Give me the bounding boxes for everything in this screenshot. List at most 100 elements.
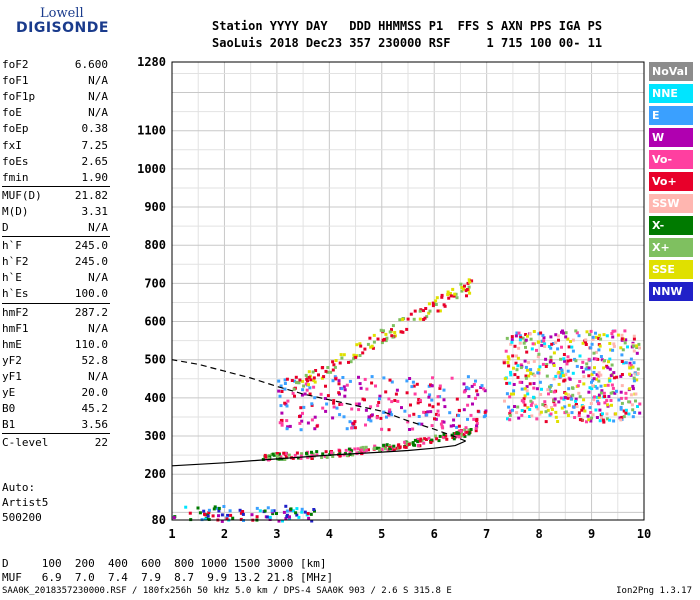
echo-point: [207, 508, 211, 512]
echo-point: [562, 357, 566, 361]
echo-point: [474, 427, 478, 430]
echo-point: [337, 382, 341, 386]
param-value: 22: [94, 436, 108, 450]
legend-item-w: W: [649, 128, 693, 147]
software-version: Ion2Png 1.3.17: [616, 586, 692, 596]
echo-point: [541, 333, 545, 337]
echo-point: [581, 370, 585, 374]
echo-point: [470, 279, 474, 283]
y-tick-label: 900: [144, 200, 166, 214]
legend-item-x: X-: [649, 216, 693, 235]
param-separator: [2, 302, 110, 304]
param-value: 3.31: [81, 204, 109, 218]
echo-point: [619, 418, 623, 422]
echo-point: [590, 342, 594, 346]
echo-point: [590, 387, 594, 391]
echo-point: [388, 444, 392, 448]
echo-point: [307, 370, 311, 374]
echo-point: [623, 341, 627, 345]
echo-point: [321, 366, 325, 369]
echo-point: [609, 374, 613, 378]
echo-point: [384, 390, 388, 394]
echo-point: [206, 513, 210, 517]
echo-point: [619, 346, 623, 350]
echo-point: [511, 408, 514, 412]
echo-point: [366, 342, 370, 346]
echo-point: [566, 369, 570, 373]
echo-point: [563, 359, 567, 363]
echo-point: [515, 411, 519, 415]
echo-point: [352, 357, 356, 361]
echo-point: [217, 514, 220, 518]
echo-point: [607, 377, 611, 381]
echo-point: [524, 345, 527, 349]
echo-point: [462, 390, 466, 394]
echo-point: [300, 393, 304, 397]
echo-point: [564, 410, 568, 414]
echo-point: [575, 331, 579, 335]
echo-point: [299, 454, 303, 458]
echo-point: [431, 405, 435, 409]
echo-point: [285, 427, 289, 431]
echo-point: [306, 421, 310, 425]
echo-point: [390, 400, 394, 404]
echo-point: [398, 318, 402, 322]
echo-point: [608, 379, 612, 383]
x-tick-labels: 1 2 3 4 5 6 7 8 9 10: [168, 527, 651, 541]
echo-point: [401, 330, 405, 334]
echo-point: [633, 411, 637, 414]
echo-point: [584, 343, 588, 346]
echo-point: [285, 509, 289, 513]
echo-point: [463, 428, 467, 432]
echo-point: [521, 336, 525, 340]
echo-point: [575, 364, 579, 368]
echo-point: [350, 407, 354, 411]
echo-point: [263, 509, 267, 513]
param-value: N/A: [88, 106, 108, 120]
param-row: C-level 22: [2, 436, 108, 450]
echo-point: [553, 397, 557, 401]
echo-point: [430, 398, 434, 402]
echo-point: [564, 372, 568, 376]
echo-point: [577, 391, 581, 395]
echo-point: [380, 341, 384, 345]
echo-point: [571, 338, 575, 342]
echo-point: [423, 437, 427, 441]
echo-point: [332, 399, 336, 403]
echo-point: [293, 379, 297, 383]
echo-point: [608, 367, 612, 371]
legend-item-nne: NNE: [649, 84, 693, 103]
param-name: hmE: [2, 337, 22, 351]
echo-point: [359, 446, 363, 450]
echo-point: [418, 439, 422, 443]
echo-point: [556, 347, 560, 351]
echo-point: [324, 450, 328, 454]
echo-point: [596, 357, 600, 361]
echo-point: [507, 357, 511, 361]
echo-point: [582, 382, 586, 386]
echo-point: [255, 515, 259, 519]
echo-point: [524, 376, 528, 380]
echo-point: [564, 392, 568, 396]
echo-point: [548, 385, 552, 389]
echo-point: [467, 387, 471, 391]
echo-point: [565, 362, 569, 366]
echo-point: [442, 435, 446, 439]
echo-point: [372, 446, 376, 450]
echo-point: [338, 413, 342, 417]
echo-point: [337, 391, 341, 395]
echo-point: [589, 411, 593, 414]
echo-point: [468, 291, 472, 295]
echo-point: [449, 294, 453, 298]
param-value: 6.600: [74, 58, 108, 71]
echo-point: [479, 386, 483, 389]
param-value: 1.90: [81, 170, 109, 184]
param-name: h`F: [2, 239, 22, 253]
echo-point: [467, 285, 471, 289]
echo-point: [323, 397, 327, 400]
echo-point: [609, 399, 613, 402]
echo-point: [436, 409, 440, 413]
echo-point: [629, 393, 633, 397]
muf-distance-table: D 100 200 400 600 800 1000 1500 3000 [km…: [2, 557, 333, 585]
echo-point: [241, 510, 245, 513]
